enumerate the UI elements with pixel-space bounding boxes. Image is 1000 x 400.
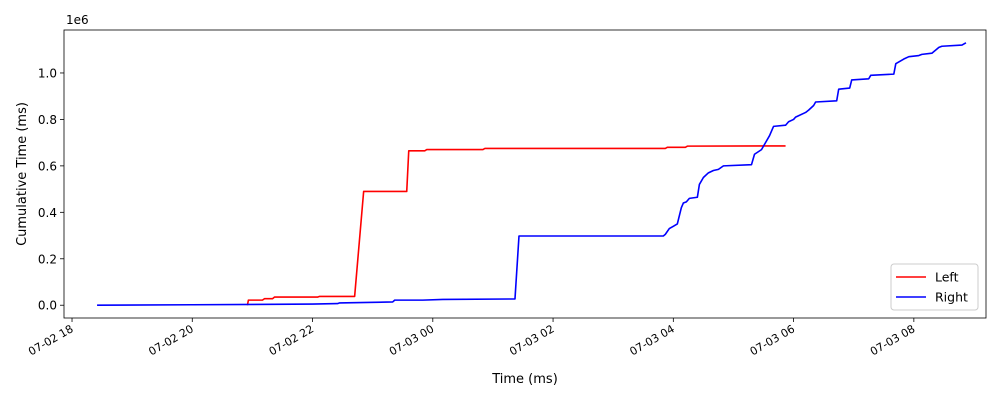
plot-frame xyxy=(63,29,987,319)
y-offset-text: 1e6 xyxy=(66,13,89,27)
legend-label-left: Left xyxy=(935,270,959,285)
legend: Left Right xyxy=(890,263,979,311)
y-axis-label: Cumulative Time (ms) xyxy=(15,102,30,246)
y-tick-label: 0.6 xyxy=(38,159,57,173)
legend-box xyxy=(890,263,979,311)
y-tick-label: 0.8 xyxy=(38,113,57,127)
y-tick-label: 0.2 xyxy=(38,252,57,266)
y-tick-label: 0.0 xyxy=(38,299,57,313)
legend-label-right: Right xyxy=(935,290,968,305)
plot-area xyxy=(97,42,967,307)
x-axis-label: Time (ms) xyxy=(491,372,558,387)
y-tick-label: 0.4 xyxy=(38,206,57,220)
series-line-right xyxy=(97,42,967,307)
y-tick-label: 1.0 xyxy=(38,66,57,80)
series-line-left xyxy=(246,145,786,306)
